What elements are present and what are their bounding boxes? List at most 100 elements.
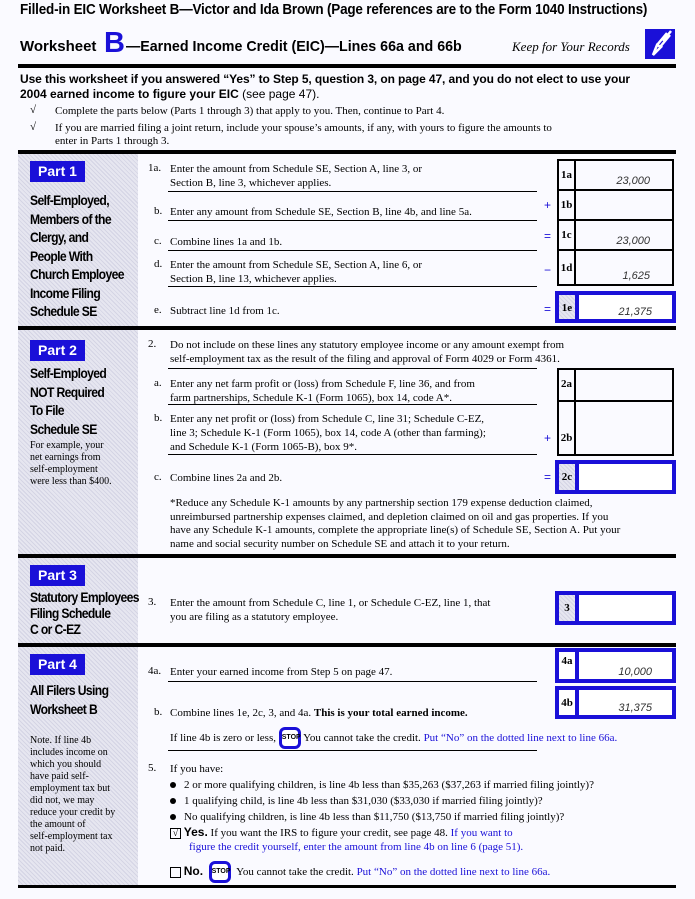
- list-item: 1 qualifying child, is line 4b less than…: [170, 793, 594, 809]
- line-number: e.: [154, 304, 162, 316]
- text-line: If you want the IRS to figure your credi…: [210, 827, 448, 839]
- note-line: Note. If line 4b: [30, 735, 92, 746]
- part1-label: Part 1: [30, 161, 85, 182]
- heading-line: Self-Employed: [30, 366, 107, 381]
- text-line: Enter the amount from Schedule SE, Secti…: [170, 163, 423, 175]
- heading-line: Filing Schedule: [30, 606, 111, 621]
- stop-icon: STOP: [278, 727, 301, 750]
- bullet-icon: [170, 782, 176, 789]
- note-line: self-employment tax: [30, 831, 113, 842]
- line-1e-field[interactable]: 1e 21,375: [555, 291, 676, 323]
- divider: [18, 150, 676, 154]
- box-label: 1a: [559, 161, 576, 189]
- line-2b-field[interactable]: 2b: [557, 400, 674, 456]
- line-2a-text: Enter any net farm profit or (loss) from…: [170, 377, 475, 405]
- part3-heading: Statutory Employees Filing Schedule C or C…: [30, 590, 140, 638]
- note-line: not paid.: [30, 843, 65, 854]
- yes-checkbox[interactable]: √: [170, 827, 181, 839]
- q5-text: If you have:: [170, 763, 224, 775]
- divider: [18, 554, 676, 558]
- part4-label: Part 4: [30, 654, 85, 675]
- equals-sign: =: [544, 470, 552, 484]
- instruction-link-text: If you want to: [450, 827, 513, 839]
- line-number: 5.: [148, 762, 157, 774]
- no-option: No. STOP You cannot take the credit. Put…: [170, 860, 551, 884]
- underline: [168, 250, 537, 251]
- note-line: the amount of: [30, 819, 86, 830]
- line-1c-field[interactable]: 1c 23,000: [557, 219, 674, 251]
- line-1d-field[interactable]: 1d 1,625: [557, 249, 674, 286]
- text-line: farm partnerships, Schedule K-1 (Form 10…: [170, 392, 452, 404]
- underline: [168, 220, 537, 221]
- note-line: For example, your: [30, 440, 104, 451]
- box-label: 4b: [559, 690, 579, 715]
- line-1d-text: Enter the amount from Schedule SE, Secti…: [170, 258, 422, 286]
- heading-line: NOT Required: [30, 384, 105, 400]
- intro-line-2a: 2004 earned income to figure your: [20, 87, 219, 101]
- intro-line-1: Use this worksheet if you answered “Yes”…: [20, 72, 631, 86]
- box-label: 4a: [559, 652, 579, 679]
- line-number: 3.: [148, 596, 157, 608]
- line-3-field[interactable]: 3: [555, 591, 676, 625]
- text-line: Combine lines 1e, 2c, 3, and 4a.: [170, 707, 314, 719]
- underline: [168, 404, 537, 405]
- text-line: and Schedule K-1 (Form 1065-B), box 9*.: [170, 441, 357, 453]
- heading-line: All Filers Using: [30, 683, 109, 698]
- text-line: Enter any net profit or (loss) from Sche…: [170, 413, 485, 425]
- text-line: Section B, line 3, whichever applies.: [170, 177, 332, 189]
- check-icon: √: [30, 104, 37, 116]
- plus-sign: +: [544, 431, 552, 445]
- line-number: b.: [154, 412, 163, 424]
- text-line: self-employment tax as the result of the…: [170, 353, 560, 365]
- part2-note: For example, your net earnings from self-e…: [30, 440, 112, 488]
- bullet-text: 1 qualifying child, is line 4b less than…: [184, 795, 543, 807]
- line-1b-field[interactable]: 1b: [557, 189, 674, 221]
- list-item: No qualifying children, is line 4b less …: [170, 809, 594, 825]
- bullet-icon: [170, 798, 176, 805]
- check-icon: √: [30, 121, 37, 133]
- heading-line: Schedule SE: [30, 421, 97, 437]
- text-line: Enter the amount from Schedule C, line 1…: [170, 597, 491, 609]
- instruction-link-text: Put “No” on the dotted line next to line…: [356, 866, 551, 878]
- part1-sidebar: [18, 154, 138, 326]
- line-2c-field[interactable]: 2c: [555, 460, 676, 494]
- line-4b-field[interactable]: 4b 31,375: [555, 686, 676, 719]
- heading-line: Income Filing: [30, 285, 101, 301]
- no-checkbox[interactable]: [170, 866, 181, 878]
- line-2c-text: Combine lines 2a and 2b.: [170, 472, 283, 484]
- box-label: 2b: [559, 402, 576, 454]
- heading-line: Worksheet B: [30, 701, 98, 717]
- part3-label: Part 3: [30, 565, 85, 586]
- text-line: You cannot take the credit.: [236, 866, 354, 878]
- heading-line: Members of the: [30, 211, 112, 227]
- note-line: self-employment: [30, 464, 98, 475]
- heading-line: Self-Employed,: [30, 193, 110, 208]
- text-line: unreimbursed partnership expenses claime…: [170, 510, 609, 523]
- line-4a-field[interactable]: 4a 10,000: [555, 648, 676, 683]
- text-line: Enter the amount from Schedule SE, Secti…: [170, 259, 423, 271]
- part2-intro: Do not include on these lines any statut…: [170, 338, 564, 366]
- text-line: *Reduce any Schedule K-1 amounts by any …: [170, 497, 593, 509]
- bullet-text: No qualifying children, is line 4b less …: [184, 811, 565, 823]
- divider: [18, 885, 676, 888]
- line-2a-field[interactable]: 2a: [557, 368, 674, 402]
- list-item: 2 or more qualifying children, is line 4…: [170, 777, 594, 793]
- line-number: d.: [154, 258, 163, 270]
- bullet-icon: [170, 814, 176, 821]
- page-title: Filled-in EIC Worksheet B—Victor and Ida…: [20, 2, 648, 18]
- part2-label: Part 2: [30, 340, 85, 361]
- box-value: 21,375: [618, 306, 652, 318]
- equals-sign: =: [544, 229, 552, 243]
- box-value: 1,625: [622, 270, 650, 282]
- line-1a-field[interactable]: 1a 23,000: [557, 159, 674, 191]
- line-number: b.: [154, 706, 163, 718]
- note-line: have paid self-: [30, 771, 89, 782]
- note-line: includes income on: [30, 747, 108, 758]
- part4-heading: All Filers Using Worksheet B: [30, 682, 109, 719]
- text-line: If line 4b is zero or less,: [170, 732, 276, 744]
- instruction-link-text: Put “No” on the dotted line next to line…: [423, 732, 618, 744]
- text-line: line 3; Schedule K-1 (Form 1065), box 14…: [170, 427, 486, 439]
- note-line: net earnings from: [30, 452, 101, 463]
- line-4b-text: Combine lines 1e, 2c, 3, and 4a. This is…: [170, 706, 468, 720]
- equals-sign: =: [544, 302, 552, 316]
